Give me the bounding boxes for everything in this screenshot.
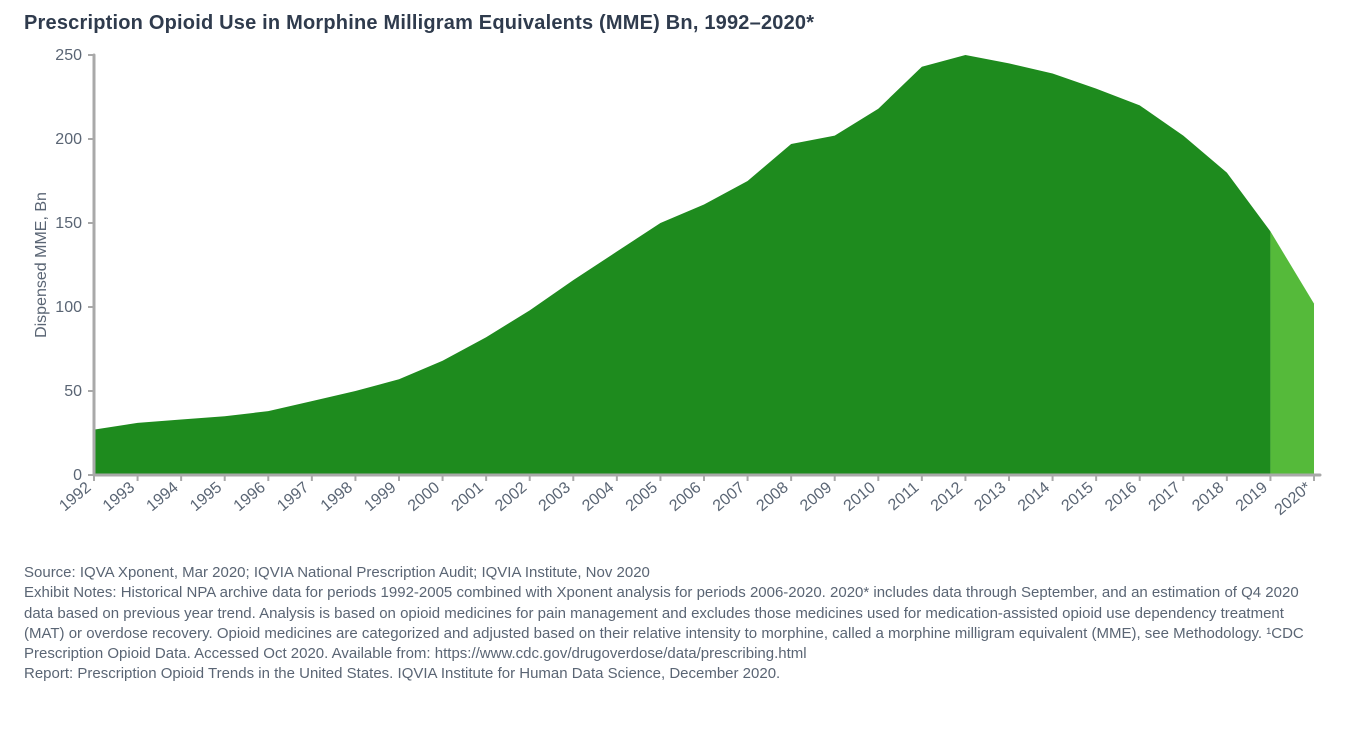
y-axis-label: Dispensed MME, Bn	[33, 192, 50, 338]
ytick-label: 50	[64, 383, 82, 400]
xtick-label: 2015	[1059, 479, 1097, 515]
xtick-label: 2017	[1146, 479, 1184, 515]
xtick-label: 2008	[754, 479, 792, 515]
xtick-label: 2006	[666, 479, 704, 515]
xtick-label: 1992	[56, 479, 94, 515]
chart-container: Prescription Opioid Use in Morphine Mill…	[0, 0, 1352, 729]
xtick-label: 1995	[187, 479, 225, 515]
xtick-label: 1993	[100, 479, 138, 515]
xtick-label: 2007	[710, 479, 748, 515]
chart-svg: 050100150200250Dispensed MME, Bn19921993…	[24, 45, 1328, 545]
xtick-label: 2011	[885, 479, 922, 514]
xtick-label: 2016	[1102, 479, 1140, 515]
xtick-label: 2014	[1015, 479, 1053, 515]
xtick-label: 1996	[231, 479, 269, 515]
xtick-label: 1997	[274, 479, 312, 515]
xtick-label: 2002	[492, 479, 530, 515]
xtick-label: 2009	[797, 479, 835, 515]
xtick-label: 2001	[449, 479, 487, 515]
xtick-label: 2018	[1189, 479, 1227, 515]
xtick-label: 2010	[841, 479, 879, 515]
ytick-label: 150	[55, 215, 82, 232]
ytick-label: 200	[55, 131, 82, 148]
ytick-label: 250	[55, 47, 82, 64]
xtick-label: 1994	[144, 479, 182, 515]
xtick-label: 2003	[536, 479, 574, 515]
notes-line: Exhibit Notes: Historical NPA archive da…	[24, 583, 1328, 664]
area-chart: 050100150200250Dispensed MME, Bn19921993…	[24, 45, 1328, 545]
xtick-label: 2020*	[1272, 479, 1315, 519]
chart-title: Prescription Opioid Use in Morphine Mill…	[24, 12, 1328, 35]
xtick-label: 1998	[318, 479, 356, 515]
xtick-label: 2019	[1233, 479, 1271, 515]
area-historical	[94, 55, 1270, 475]
report-line: Report: Prescription Opioid Trends in th…	[24, 664, 1328, 684]
source-line: Source: IQVA Xponent, Mar 2020; IQVIA Na…	[24, 563, 1328, 583]
chart-footer: Source: IQVA Xponent, Mar 2020; IQVIA Na…	[24, 563, 1328, 685]
xtick-label: 1999	[361, 479, 399, 515]
xtick-label: 2012	[928, 479, 966, 515]
xtick-label: 2000	[405, 479, 443, 515]
xtick-label: 2005	[623, 479, 661, 515]
ytick-label: 100	[55, 299, 82, 316]
xtick-label: 2004	[579, 479, 617, 515]
xtick-label: 2013	[971, 479, 1009, 515]
area-projection	[1270, 231, 1314, 475]
